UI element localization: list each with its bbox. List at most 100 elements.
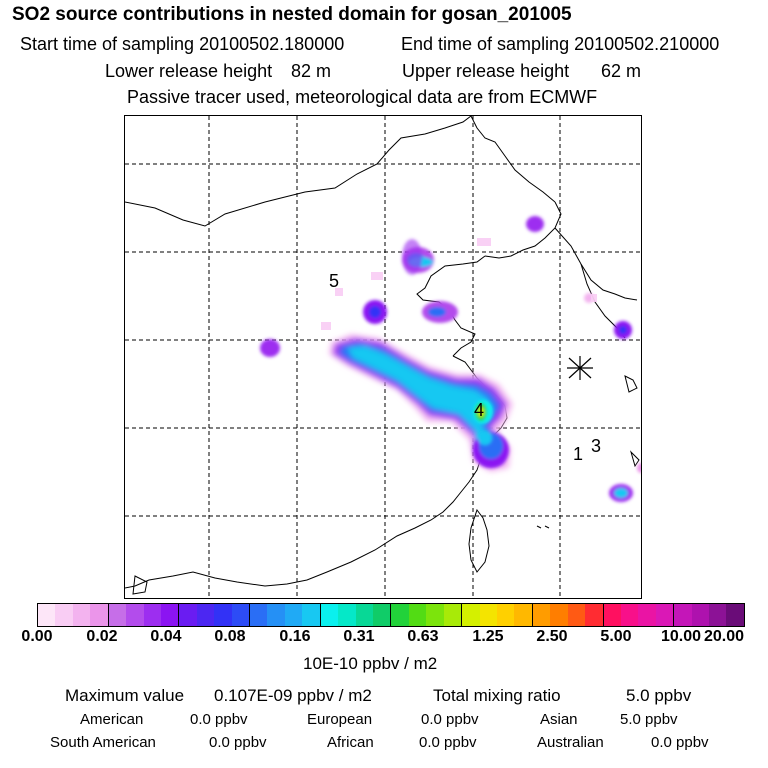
blob-dalian-inner (369, 306, 381, 318)
region-value: 0.0 ppbv (421, 711, 479, 728)
receptor-marker (567, 356, 593, 380)
faint-cell (591, 294, 597, 302)
japan-islands (536, 375, 640, 529)
blob-korea-core (619, 326, 627, 334)
colorbar-swatch (391, 604, 409, 626)
region-value: 0.0 ppbv (419, 734, 477, 751)
colorbar-tick: 20.00 (703, 628, 745, 645)
colorbar-swatch (426, 604, 444, 626)
colorbar-swatch (638, 604, 656, 626)
hainan (132, 575, 148, 595)
start-time: Start time of sampling 20100502.180000 (20, 34, 345, 54)
map-svg: 5 4 1 3 (125, 116, 641, 598)
region-value: 0.0 ppbv (209, 734, 267, 751)
upper-release-value: 62 m (601, 61, 642, 81)
colorbar-swatch (126, 604, 144, 626)
source-label-5: 5 (329, 271, 339, 291)
max-value-label: Maximum value (65, 686, 185, 705)
blob-jilin (526, 216, 544, 232)
colorbar-tick: 1.25 (472, 628, 504, 645)
region-name: South American (50, 734, 156, 751)
korea-peninsula (554, 227, 638, 301)
colorbar-tick: 0.08 (214, 628, 246, 645)
figure-title: SO2 source contributions in nested domai… (12, 4, 572, 25)
lower-release-value: 82 m (291, 61, 332, 81)
colorbar-swatch (320, 604, 339, 626)
source-label-1: 1 (573, 444, 583, 464)
faint-cell (371, 272, 383, 280)
upper-release-label: Upper release height (402, 61, 570, 81)
colorbar (37, 603, 745, 627)
korea-border (484, 201, 562, 259)
colorbar-swatch (196, 604, 215, 626)
region-name: European (307, 711, 373, 728)
colorbar-tick: 0.02 (86, 628, 118, 645)
colorbar-swatch (709, 604, 727, 626)
blob-yangtze-core (478, 431, 492, 445)
lower-release-label: Lower release height (105, 61, 273, 81)
max-value: 0.107E-09 ppbv / m2 (214, 686, 372, 705)
colorbar-swatch (108, 604, 127, 626)
bohai-coast (416, 255, 486, 357)
colorbar-tick: 0.00 (21, 628, 53, 645)
blob-shenyang-inner (428, 307, 446, 317)
colorbar-swatch (567, 604, 586, 626)
plume-blue (339, 342, 501, 460)
graticule (125, 116, 641, 598)
colorbar-tick: 0.16 (279, 628, 311, 645)
region-value: 0.0 ppbv (190, 711, 248, 728)
colorbar-swatch (674, 604, 692, 626)
colorbar-tick: 2.50 (536, 628, 568, 645)
colorbar-swatch (550, 604, 568, 626)
region-name: American (80, 711, 144, 728)
total-mixing-label: Total mixing ratio (433, 686, 561, 705)
blob-east-edge (637, 463, 641, 473)
map-panel: 5 4 1 3 (124, 115, 642, 599)
mongolia-border (470, 116, 556, 203)
faint-cell (321, 322, 331, 330)
colorbar-swatch (160, 604, 180, 626)
tracer-note: Passive tracer used, meteorological data… (127, 87, 598, 107)
colorbar-swatch (38, 604, 56, 626)
blob-pacific-inner (614, 488, 628, 498)
colorbar-swatch (514, 604, 533, 626)
colorbar-tick: 0.04 (150, 628, 182, 645)
taiwan (468, 508, 490, 573)
colorbar-swatch (355, 604, 374, 626)
colorbar-swatch (620, 604, 639, 626)
colorbar-swatch (302, 604, 321, 626)
region-name: Australian (537, 734, 604, 751)
total-mixing-value: 5.0 ppbv (626, 686, 692, 705)
region-value: 5.0 ppbv (620, 711, 678, 728)
colorbar-unit: 10E-10 ppbv / m2 (303, 654, 438, 673)
colorbar-swatch (408, 604, 427, 626)
colorbar-swatch (143, 604, 161, 626)
colorbar-swatch (726, 604, 744, 626)
blob-west (260, 339, 280, 357)
northern-border (125, 116, 472, 227)
colorbar-swatch (179, 604, 197, 626)
colorbar-swatch (443, 604, 463, 626)
colorbar-swatch (338, 604, 356, 626)
colorbar-tick: 0.31 (343, 628, 375, 645)
region-name: Asian (540, 711, 578, 728)
concentration-field (260, 216, 641, 502)
colorbar-swatch (250, 604, 268, 626)
colorbar-swatch (90, 604, 109, 626)
colorbar-swatch (479, 604, 497, 626)
colorbar-swatch (373, 604, 392, 626)
colorbar-swatch (214, 604, 232, 626)
colorbar-swatch (55, 604, 73, 626)
colorbar-tick: 0.63 (407, 628, 439, 645)
faint-cell (335, 288, 343, 296)
colorbar-swatch (267, 604, 285, 626)
source-label-4: 4 (474, 400, 484, 420)
region-value: 0.0 ppbv (651, 734, 709, 751)
colorbar-swatch (603, 604, 621, 626)
colorbar-tick: 5.00 (600, 628, 632, 645)
colorbar-tick: 10.00 (660, 628, 702, 645)
colorbar-swatch (72, 604, 91, 626)
blob-shanghai-yellow (478, 407, 484, 417)
source-label-3: 3 (591, 436, 601, 456)
colorbar-swatch (496, 604, 515, 626)
